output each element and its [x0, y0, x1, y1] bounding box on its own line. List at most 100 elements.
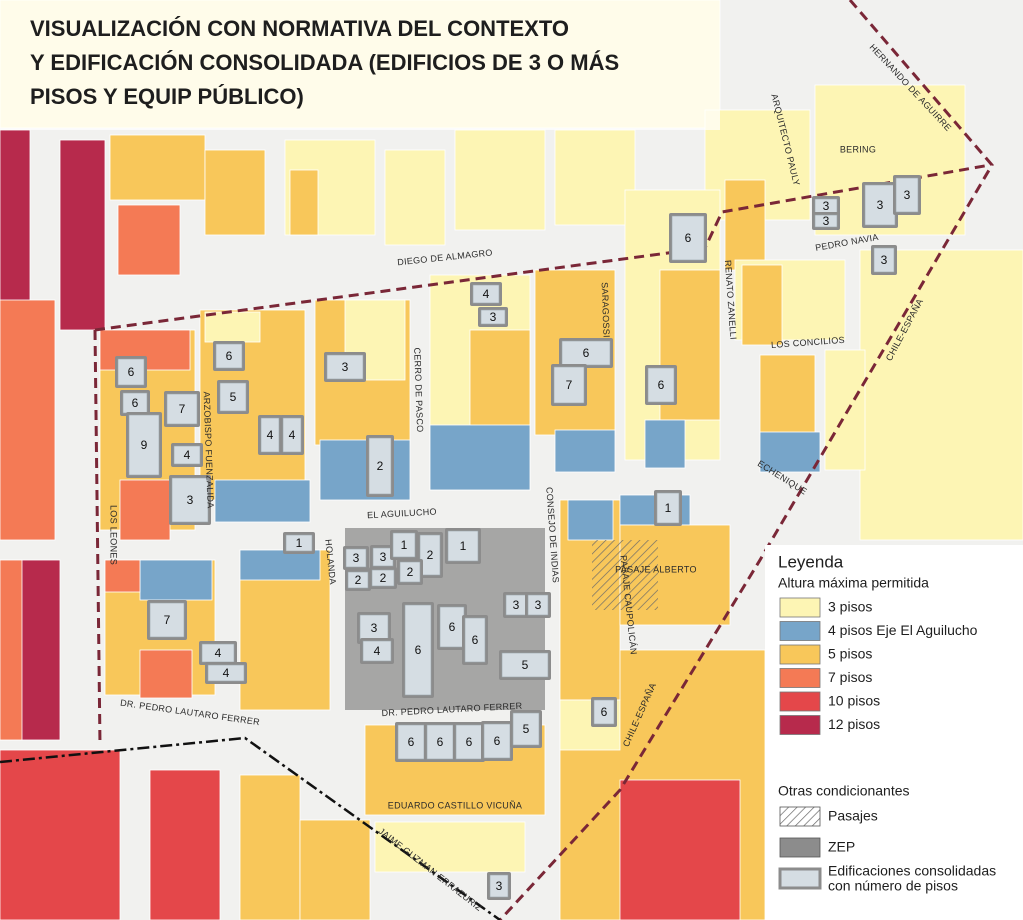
building-floors: 6 — [472, 633, 479, 647]
legend-swatch — [780, 622, 820, 641]
building-floors: 1 — [460, 539, 467, 553]
legend-swatch — [780, 669, 820, 688]
building-floors: 3 — [353, 551, 360, 565]
zone-block — [215, 480, 310, 522]
building-floors: 6 — [685, 231, 692, 245]
building-floors: 2 — [427, 548, 434, 562]
zone-block — [118, 205, 180, 275]
legend-label: 5 pisos — [828, 646, 872, 662]
building-floors: 1 — [665, 501, 672, 515]
building-floors: 2 — [377, 459, 384, 473]
building-floors: 2 — [355, 573, 362, 587]
legend-label: Pasajes — [828, 808, 878, 824]
building-floors: 3 — [881, 253, 888, 267]
map: 3333364366567943443267611331212223374434… — [0, 0, 1023, 920]
zone-block — [620, 780, 740, 920]
legend-label: con número de pisos — [828, 878, 958, 894]
building-floors: 6 — [466, 735, 473, 749]
building-floors: 5 — [522, 658, 529, 672]
building-floors: 6 — [494, 734, 501, 748]
building-floors: 7 — [566, 378, 573, 392]
building-floors: 5 — [523, 722, 530, 736]
zone-block — [320, 440, 410, 500]
building-floors: 1 — [296, 536, 303, 550]
building-floors: 4 — [289, 428, 296, 442]
zone-block — [385, 150, 445, 245]
legend-subtitle: Altura máxima permitida — [778, 575, 929, 591]
legend-label: 10 pisos — [828, 693, 880, 709]
building-floors: 6 — [128, 365, 135, 379]
legend-title: Leyenda — [778, 552, 844, 571]
title-line: PISOS Y EQUIP PÚBLICO) — [30, 84, 304, 109]
building-floors: 3 — [877, 198, 884, 212]
zone-block — [0, 750, 120, 920]
building-floors: 4 — [223, 666, 230, 680]
legend-label: 4 pisos Eje El Aguilucho — [828, 622, 978, 638]
zone-block — [860, 250, 1023, 540]
building-floors: 9 — [141, 438, 148, 452]
building-floors: 6 — [601, 705, 608, 719]
building-floors: 2 — [407, 565, 414, 579]
building-floors: 2 — [380, 571, 387, 585]
zone-block — [430, 425, 530, 490]
building-floors: 6 — [437, 735, 444, 749]
legend-label: 3 pisos — [828, 599, 872, 615]
street-label: EDUARDO CASTILLO VICUÑA — [388, 800, 522, 810]
legend-swatch — [780, 807, 820, 826]
street-label: BERING — [840, 144, 876, 154]
zone-block — [0, 300, 55, 540]
building-floors: 6 — [408, 735, 415, 749]
building-floors: 3 — [496, 879, 503, 893]
legend: Leyenda Altura máxima permitida 3 pisos 4… — [765, 545, 1023, 920]
legend-swatch — [780, 692, 820, 711]
building-floors: 6 — [658, 378, 665, 392]
zone-block — [240, 550, 320, 580]
building-floors: 3 — [380, 550, 387, 564]
legend-swatch — [780, 716, 820, 735]
building-floors: 1 — [401, 538, 408, 552]
zone-block — [742, 265, 782, 345]
zone-block — [205, 150, 265, 235]
building-floors: 6 — [449, 620, 456, 634]
page: {"title": ["VISUALIZACIÓN CON NORMATIVA … — [0, 0, 1023, 920]
zone-block — [825, 350, 865, 470]
zone-block — [300, 820, 370, 920]
legend-label: ZEP — [828, 839, 855, 855]
building-floors: 3 — [187, 493, 194, 507]
zone-block — [470, 330, 530, 430]
building-floors: 3 — [904, 188, 911, 202]
legend-swatch — [780, 645, 820, 664]
legend-swatch — [780, 838, 820, 857]
building-floors: 3 — [513, 598, 520, 612]
zone-block — [140, 560, 212, 600]
building-floors: 6 — [226, 349, 233, 363]
building-floors: 4 — [215, 646, 222, 660]
building-floors: 3 — [371, 621, 378, 635]
building-floors: 3 — [535, 598, 542, 612]
zone-block — [0, 560, 22, 740]
legend-label: 12 pisos — [828, 716, 880, 732]
building-floors: 6 — [583, 346, 590, 360]
title-line: VISUALIZACIÓN CON NORMATIVA DEL CONTEXTO — [30, 16, 569, 41]
zone-block — [555, 130, 635, 225]
street-label: SARAGOSSI — [600, 282, 612, 338]
zone-block — [140, 650, 192, 698]
building-floors: 4 — [184, 448, 191, 462]
zone-block — [455, 130, 545, 230]
building-floors: 7 — [179, 402, 186, 416]
legend-label: Edificaciones consolidadas — [828, 863, 996, 879]
legend-swatch — [780, 598, 820, 617]
building-floors: 4 — [374, 644, 381, 658]
zone-block — [110, 135, 205, 200]
building-floors: 3 — [823, 199, 830, 213]
zone-block — [290, 170, 318, 235]
zone-block — [760, 355, 815, 435]
legend-swatch — [780, 869, 820, 888]
building-floors: 6 — [415, 643, 422, 657]
building-floors: 5 — [230, 390, 237, 404]
building-floors: 4 — [483, 287, 490, 301]
zone-block — [120, 480, 170, 540]
building-floors: 3 — [490, 310, 497, 324]
street-label: LOS LEONES — [109, 505, 119, 565]
legend-subtitle: Otras condicionantes — [778, 783, 910, 799]
